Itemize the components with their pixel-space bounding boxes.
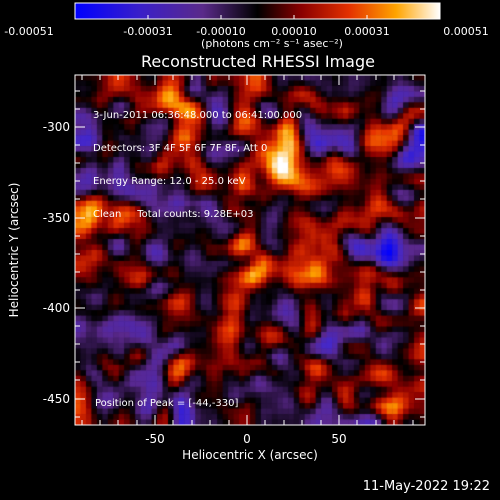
colorbar-tick-label: 0.00010 (271, 25, 317, 38)
x-tick-label: 0 (243, 432, 251, 446)
x-tick-label: 50 (331, 432, 347, 446)
y-tick-label: -400 (42, 301, 70, 315)
info-line: Energy Range: 12.0 - 25.0 keV (93, 176, 246, 187)
info-line: Detectors: 3F 4F 5F 6F 7F 8F, Att 0 (93, 143, 268, 154)
y-tick-label: -450 (42, 392, 70, 406)
colorbar-tick-label: -0.00031 (123, 25, 173, 38)
y-tick-label: -300 (42, 120, 70, 134)
colorbar-tick-label: 0.00051 (443, 25, 489, 38)
info-line: Clean Total counts: 9.28E+03 (93, 209, 254, 220)
y-tick-label: -350 (42, 211, 70, 225)
colorbar-tick-label: -0.00010 (196, 25, 246, 38)
peak-position-label: Position of Peak = [-44,-330] (95, 398, 239, 409)
x-tick-label: -50 (145, 432, 165, 446)
colorbar-units: (photons cm⁻² s⁻¹ asec⁻²) (201, 37, 343, 50)
info-annotation: 3-Jun-2011 06:36:48.000 to 06:41:00.000 … (93, 88, 302, 231)
rhessi-image (75, 75, 425, 425)
colorbar-tick-label: -0.00051 (4, 25, 54, 38)
timestamp: 11-May-2022 19:22 (362, 479, 490, 494)
colorbar-tick-label: 0.00031 (344, 25, 390, 38)
colorbar (74, 2, 441, 20)
plot-title: Reconstructed RHESSI Image (141, 52, 375, 71)
y-axis-label: Heliocentric Y (arcsec) (7, 182, 21, 318)
info-line: 3-Jun-2011 06:36:48.000 to 06:41:00.000 (93, 110, 303, 121)
x-axis-label: Heliocentric X (arcsec) (182, 448, 318, 462)
